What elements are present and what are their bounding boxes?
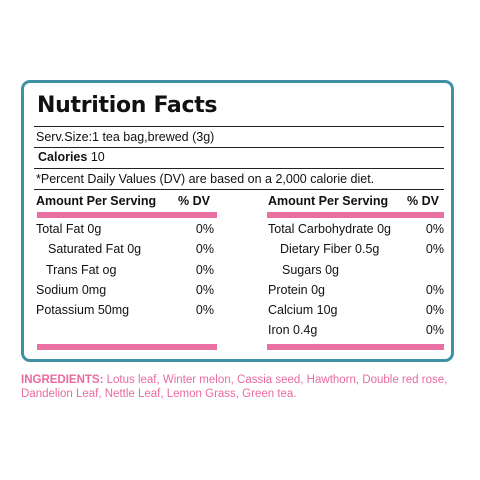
left-row-label: Total Fat 0g: [36, 222, 102, 236]
serving-size: Serv.Size:1 tea bag,brewed (3g): [36, 130, 215, 144]
left-row-label: Potassium 50mg: [36, 303, 130, 317]
left-row-dv: 0%: [195, 283, 214, 297]
ingredients-list: Lotus leaf, Winter melon, Cassia seed, H…: [21, 374, 448, 400]
left-row-dv: 0%: [195, 263, 214, 277]
left-header-bar: [37, 212, 217, 218]
left-row-label: Saturated Fat 0g: [48, 242, 142, 256]
divider: [34, 147, 444, 148]
right-row-dv: 0%: [425, 283, 444, 297]
left-footer-bar: [37, 344, 217, 350]
left-row-label: Trans Fat og: [46, 263, 117, 277]
calories-value: 10: [90, 150, 105, 164]
left-row-dv: 0%: [195, 222, 214, 236]
divider: [34, 189, 444, 190]
nutrition-title: Nutrition Facts: [37, 93, 218, 118]
calories-label: Calories: [38, 150, 88, 164]
right-row-label: Protein 0g: [268, 283, 325, 297]
right-row-label: Total Carbohydrate 0g: [268, 222, 391, 236]
divider: [34, 126, 444, 127]
right-row-label: Calcium 10g: [268, 303, 338, 317]
left-row-label: Sodium 0mg: [36, 283, 107, 297]
right-amount-header: Amount Per Serving: [268, 194, 389, 208]
right-row-label: Iron 0.4g: [268, 323, 318, 337]
right-dv-header: % DV: [407, 194, 439, 208]
right-footer-bar: [267, 344, 444, 350]
left-row-dv: 0%: [195, 242, 214, 256]
right-row-dv: 0%: [425, 323, 444, 337]
right-row-dv: 0%: [425, 222, 444, 236]
ingredients-text: INGREDIENTS: Lotus leaf, Winter melon, C…: [21, 373, 461, 401]
left-row-dv: 0%: [195, 303, 214, 317]
divider: [34, 168, 444, 169]
dv-note: *Percent Daily Values (DV) are based on …: [36, 172, 375, 186]
calories-row: Calories 10: [38, 150, 105, 164]
right-row-dv: 0%: [425, 303, 444, 317]
nutrition-facts-panel: Nutrition Facts Serv.Size:1 tea bag,brew…: [21, 80, 454, 362]
right-row-dv: 0%: [425, 242, 444, 256]
left-dv-header: % DV: [178, 194, 210, 208]
right-row-label: Dietary Fiber 0.5g: [280, 242, 380, 256]
right-header-bar: [267, 212, 444, 218]
left-amount-header: Amount Per Serving: [36, 194, 157, 208]
ingredients-label: INGREDIENTS:: [21, 374, 104, 386]
right-row-label: Sugars 0g: [282, 263, 339, 277]
